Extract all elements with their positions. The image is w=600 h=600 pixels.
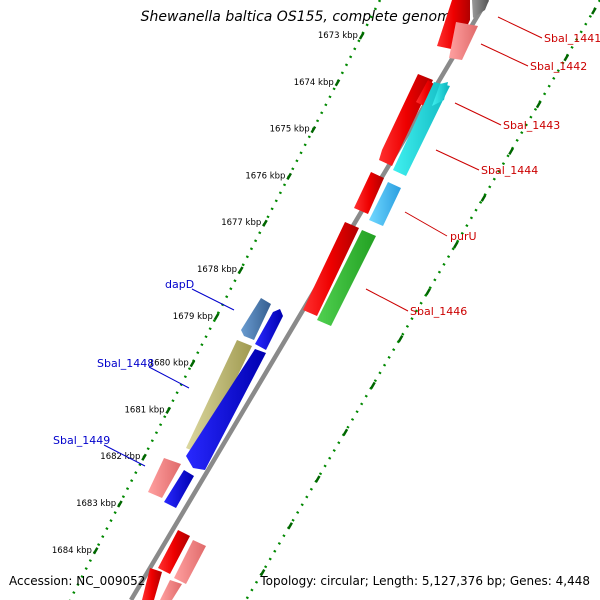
ruler-tick-mark [334, 79, 341, 87]
ruler-tick-label: 1674 kbp [294, 78, 334, 88]
label-leader-sbal-1446 [365, 288, 409, 312]
gene-label-sbal-1446[interactable]: Sbal_1446 [410, 305, 467, 318]
ruler-tick-label: 1678 kbp [197, 265, 237, 275]
gene-label-dapD[interactable]: dapD [165, 278, 194, 291]
gene-sbal-1443b[interactable] [416, 80, 437, 106]
ruler-tick-mark [358, 32, 365, 40]
gene-label-sbal-1448[interactable]: Sbal_1448 [97, 357, 154, 370]
ruler-tick-mark [287, 522, 293, 530]
label-leader-sbal-1448 [148, 366, 190, 389]
gene-red-small[interactable] [354, 172, 384, 214]
gene-label-sbal-1443[interactable]: Sbal_1443 [503, 119, 560, 132]
ruler-labels: 1673 kbp 1674 kbp 1675 kbp 1676 kbp 1677 kbp… [52, 31, 358, 556]
gene-sbal-1448[interactable] [186, 340, 252, 454]
ruler-tick-mark [370, 381, 376, 390]
ruler-tick-mark [397, 334, 404, 343]
ruler-tick-mark [237, 266, 244, 274]
ruler-tick-mark [141, 453, 147, 461]
ruler-tick-mark [452, 241, 459, 249]
label-leader-purU [404, 211, 448, 237]
genome-summary-text: Topology: circular; Length: 5,127,376 bp… [260, 574, 590, 588]
gene-sbal-1449[interactable] [148, 458, 181, 498]
ruler-tick-mark [165, 406, 172, 415]
gene-pink-bottom-1[interactable] [174, 540, 206, 584]
ruler-tick-mark [189, 359, 196, 368]
gene-sbal-1442[interactable] [449, 22, 478, 60]
ruler-tick-mark [508, 147, 514, 156]
genome-title: Shewanella baltica OS155, complete genom… [140, 9, 460, 25]
ruler-tick-label: 1676 kbp [245, 171, 285, 181]
ruler-tick-label: 1683 kbp [76, 499, 116, 509]
gene-sbal-1444b[interactable] [432, 82, 448, 106]
ruler-tick-label: 1682 kbp [100, 452, 140, 462]
ruler-tick-mark [92, 547, 99, 555]
ruler-tick-label: 1684 kbp [52, 546, 92, 556]
gene-red-bottom-2[interactable] [142, 568, 162, 600]
ruler-tick-mark [286, 172, 292, 181]
gene-red-bottom-1[interactable] [158, 530, 190, 574]
gene-label-sbal-1442[interactable]: Sbal_1442 [530, 60, 587, 73]
ruler-tick-label: 1679 kbp [173, 312, 213, 322]
label-leader-sbal-1442 [480, 43, 529, 67]
ruler-tick-mark [425, 288, 431, 296]
gene-label-sbal-1449[interactable]: Sbal_1449 [53, 434, 110, 447]
label-leader-sbal-1441 [497, 16, 543, 39]
label-leader-sbal-1449 [103, 444, 146, 467]
label-leader-dapD [191, 288, 235, 311]
gene-blue-small[interactable] [255, 309, 283, 350]
ruler-tick-label: 1680 kbp [149, 359, 189, 369]
accession-text: Accession: NC_009052 [9, 574, 146, 588]
gene-label-sbal-1441[interactable]: Sbal_1441 [544, 32, 600, 45]
gene-red-long[interactable] [303, 222, 359, 316]
ruler-ticks [92, 7, 597, 577]
ruler-tick-label: 1673 kbp [318, 31, 358, 41]
ruler-tick-label: 1681 kbp [125, 405, 165, 415]
ruler-tick-mark [480, 194, 487, 202]
gene-sbal-1444[interactable] [393, 82, 450, 176]
ruler-tick-mark [342, 428, 349, 436]
gene-blue-bottom[interactable] [164, 470, 194, 508]
ruler-tick-mark [262, 219, 268, 227]
gene-pink-bottom-2[interactable] [160, 580, 182, 600]
ruler-tick-mark [591, 7, 597, 15]
gene-purU[interactable] [369, 182, 401, 226]
ruler-tick-mark [535, 100, 542, 109]
ruler-tick-mark [310, 125, 317, 134]
ruler-tick-label: 1677 kbp [221, 218, 261, 228]
gene-sbal-1446[interactable] [317, 230, 376, 326]
ruler-tick-label: 1675 kbp [270, 125, 310, 135]
gene-label-sbal-1444[interactable]: Sbal_1444 [481, 164, 538, 177]
ruler-tick-mark [314, 475, 321, 483]
gene-dapD[interactable] [241, 298, 271, 340]
ruler-tick-mark [563, 54, 570, 62]
gene-blue-long[interactable] [186, 349, 266, 470]
label-leader-sbal-1443 [454, 102, 502, 126]
label-leader-sbal-1444 [435, 149, 480, 171]
ruler-tick-mark [213, 313, 220, 321]
ruler-tick-mark [259, 568, 266, 577]
gene-label-purU[interactable]: purU [450, 230, 477, 243]
ruler-tick-mark [117, 500, 123, 508]
